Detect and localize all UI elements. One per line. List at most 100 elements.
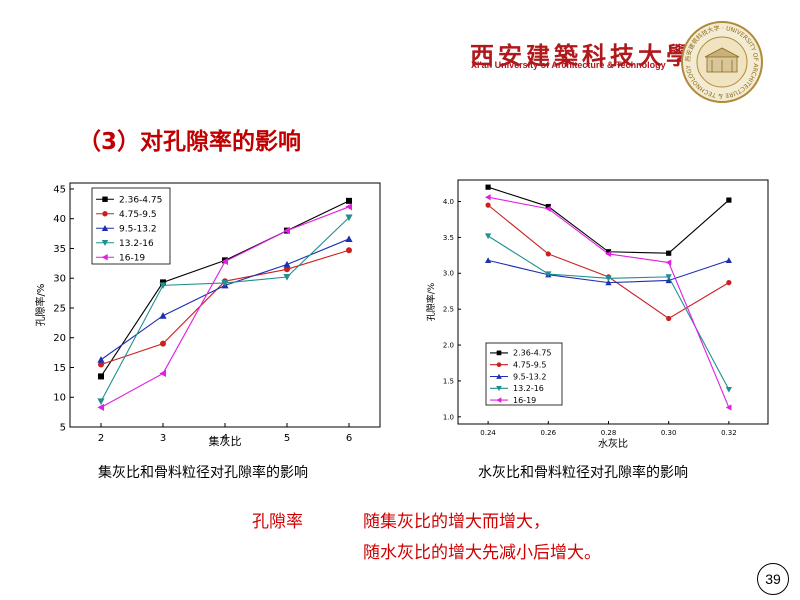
legend-label: 4.75-9.5: [119, 210, 157, 220]
data-point: [346, 197, 352, 204]
data-point: [160, 340, 166, 347]
data-point: [98, 373, 104, 380]
data-point: [159, 282, 167, 289]
x-tick-label: 2: [98, 433, 104, 444]
x-tick-label: 0.32: [721, 429, 737, 437]
series-line: [487, 204, 730, 320]
legend-label: 9.5-13.2: [119, 224, 157, 234]
y-tick-label: 30: [53, 274, 66, 285]
y-tick-label: 3.5: [443, 234, 454, 242]
legend-marker: [102, 196, 108, 202]
y-tick-label: 3.0: [443, 270, 454, 278]
legend-label: 13.2-16: [513, 384, 544, 393]
conclusion-line-1: 随集灰比的增大而增大，: [363, 512, 550, 532]
y-tick-label: 5: [60, 423, 66, 434]
series-line: [487, 186, 730, 254]
university-seal-logo: 西安建筑科技大学 · UNIVERSITY OF ARCHITECTURE & …: [681, 21, 763, 103]
chart-caption-left: 集灰比和骨料粒径对孔隙率的影响: [98, 465, 308, 481]
data-point: [97, 403, 104, 411]
y-tick-label: 25: [53, 303, 66, 314]
data-point: [605, 275, 612, 282]
page-number: 39: [757, 563, 789, 595]
series-line: [100, 249, 350, 366]
chart-legend: 2.36-4.75 4.75-9.5 9.5-13.2 13.2-16 16-19: [485, 342, 563, 406]
data-point: [665, 259, 672, 266]
series-16-19: [484, 194, 732, 411]
series-2.36-4.75: [485, 184, 732, 256]
y-tick-label: 2.5: [443, 306, 454, 314]
x-axis-label: 集灰比: [209, 434, 242, 448]
data-point: [345, 214, 353, 222]
y-tick-label: 40: [53, 214, 66, 225]
conclusion-label: 孔隙率: [252, 512, 303, 532]
chart-2: 1.0 1.5 2.0 2.5 3.0 3.5 4.0 0.24 0.26 0.28 0.30 0.3…: [425, 179, 769, 450]
university-name-en: Xi'an University of Architecture & Techn…: [471, 60, 666, 70]
legend-label: 2.36-4.75: [119, 195, 162, 205]
data-point: [98, 361, 104, 368]
data-point: [605, 250, 612, 258]
y-tick-label: 4.0: [443, 198, 454, 206]
x-axis-label: 水灰比: [598, 437, 628, 450]
data-point: [605, 279, 612, 286]
y-tick-label: 1.0: [443, 413, 454, 421]
series-16-19: [97, 203, 352, 411]
legend-marker: [496, 362, 502, 368]
legend-label: 9.5-13.2: [513, 372, 546, 381]
y-tick-label: 2.0: [443, 342, 454, 350]
legend-marker: [101, 254, 108, 261]
data-point: [726, 280, 732, 286]
legend-marker: [496, 373, 502, 379]
data-point: [485, 184, 491, 190]
y-tick-label: 15: [53, 363, 66, 374]
data-point: [665, 277, 672, 284]
legend-marker: [101, 240, 109, 246]
data-point: [221, 257, 228, 266]
series-4.75-9.5: [485, 202, 732, 322]
chart-caption-right: 水灰比和骨料粒径对孔隙率的影响: [478, 465, 688, 481]
university-name-cn: 西安建築科技大學: [470, 41, 694, 70]
data-point: [283, 274, 291, 281]
y-tick-label: 20: [53, 333, 66, 344]
data-point: [605, 249, 612, 255]
data-point: [545, 271, 552, 278]
data-point: [97, 398, 105, 406]
data-point: [545, 251, 551, 257]
data-point: [484, 194, 491, 201]
data-point: [345, 235, 353, 242]
legend-label: 13.2-16: [119, 239, 154, 249]
legend-marker: [496, 397, 502, 403]
data-point: [159, 369, 166, 378]
data-point: [484, 257, 492, 263]
legend-marker: [101, 225, 109, 231]
slide-title: （3）对孔隙率的影响: [78, 129, 302, 155]
x-tick-label: 6: [346, 433, 352, 444]
x-tick-label: 4: [222, 433, 228, 444]
data-point: [725, 404, 732, 411]
y-tick-label: 45: [53, 184, 66, 195]
legend-label: 2.36-4.75: [513, 349, 552, 358]
data-point: [221, 279, 229, 287]
legend-label: 16-19: [119, 253, 145, 263]
data-point: [725, 257, 732, 263]
x-tick-label: 3: [160, 433, 166, 444]
legend-marker: [496, 385, 502, 392]
data-point: [159, 312, 167, 319]
series-13.2-16: [484, 233, 732, 393]
data-point: [284, 266, 290, 273]
data-point: [345, 203, 352, 211]
data-point: [545, 205, 551, 212]
x-tick-label: 0.28: [601, 429, 617, 437]
x-tick-label: 0.26: [540, 429, 556, 437]
data-point: [346, 247, 352, 254]
legend-label: 4.75-9.5: [513, 361, 546, 370]
data-point: [283, 260, 291, 268]
y-tick-label: 35: [53, 244, 66, 255]
series-4.75-9.5: [98, 247, 352, 368]
conclusion-line-2: 随水灰比的增大先减小后增大。: [363, 543, 601, 563]
y-axis-label: 孔隙率/%: [34, 284, 47, 327]
legend-marker: [496, 350, 502, 356]
x-tick-label: 5: [284, 433, 290, 444]
data-point: [485, 202, 491, 208]
series-9.5-13.2: [484, 257, 732, 286]
